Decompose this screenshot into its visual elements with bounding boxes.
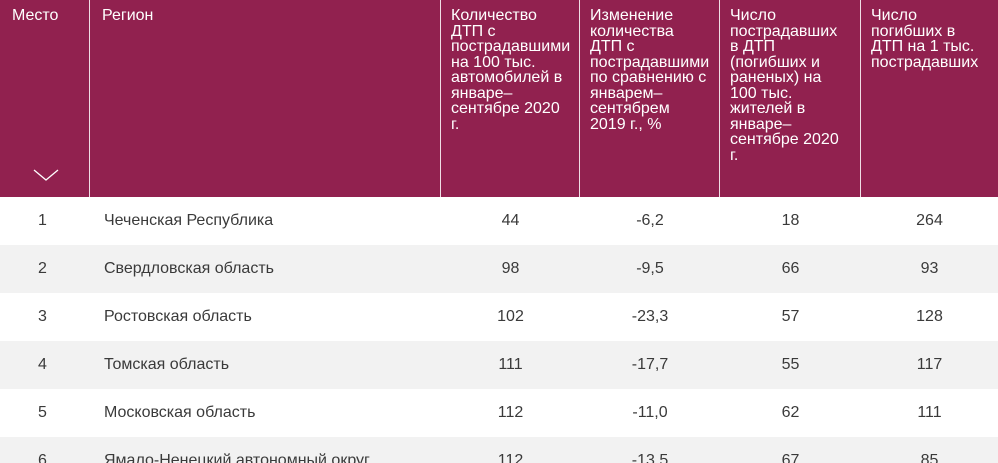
change-cell: -23,3 — [631, 308, 669, 325]
header-region[interactable]: Регион — [90, 0, 441, 197]
change-cell: -6,2 — [636, 212, 664, 229]
victims-cell: 62 — [781, 404, 800, 421]
rank-cell: 4 — [38, 356, 47, 373]
header-change-label: Изменение количества ДТП с пострадавшими… — [590, 7, 710, 133]
deaths-cell: 264 — [916, 212, 943, 229]
deaths-cell: 117 — [916, 356, 943, 373]
accidents-cell: 112 — [497, 404, 524, 421]
change-cell: -13,5 — [631, 452, 669, 463]
deaths-cell: 93 — [920, 260, 939, 277]
chevron-down-icon[interactable] — [33, 168, 59, 182]
header-deaths-label: Число погибших в ДТП на 1 тыс. пострадав… — [871, 7, 979, 71]
region-cell: Московская область — [104, 404, 256, 421]
table-row: 4 Томская область 111 -17,7 55 117 — [0, 341, 998, 389]
victims-cell: 66 — [781, 260, 800, 277]
victims-cell: 67 — [781, 452, 800, 463]
change-cell: -17,7 — [631, 356, 669, 373]
region-cell: Ростовская область — [104, 308, 252, 325]
deaths-cell: 128 — [916, 308, 943, 325]
accidents-cell: 102 — [497, 308, 524, 325]
header-accidents[interactable]: Количество ДТП с пострадавшими на 100 ты… — [441, 0, 580, 197]
header-victims-label: Число пострадавших в ДТП (погибших и ран… — [730, 7, 839, 164]
accidents-cell: 111 — [498, 356, 523, 373]
victims-cell: 55 — [781, 356, 800, 373]
rank-cell: 6 — [38, 452, 47, 463]
header-rank-label: Место — [12, 7, 59, 24]
table-header: Место Регион Количество ДТП с пострадавш… — [0, 0, 998, 197]
rank-cell: 2 — [38, 260, 47, 277]
header-rank[interactable]: Место — [0, 0, 90, 197]
victims-cell: 18 — [781, 212, 800, 229]
table-row: 2 Свердловская область 98 -9,5 66 93 — [0, 245, 998, 293]
region-cell: Томская область — [104, 356, 230, 373]
region-cell: Ямало-Ненецкий автономный округ — [104, 452, 370, 463]
rank-cell: 3 — [38, 308, 47, 325]
header-change[interactable]: Изменение количества ДТП с пострадавшими… — [580, 0, 720, 197]
deaths-cell: 85 — [920, 452, 939, 463]
accidents-cell: 44 — [501, 212, 520, 229]
region-cell: Свердловская область — [104, 260, 274, 277]
accidents-cell: 112 — [497, 452, 524, 463]
table-row: 5 Московская область 112 -11,0 62 111 — [0, 389, 998, 437]
change-cell: -11,0 — [632, 404, 668, 421]
rank-cell: 1 — [38, 212, 47, 229]
deaths-cell: 111 — [917, 404, 942, 421]
region-cell: Чеченская Республика — [104, 212, 274, 229]
change-cell: -9,5 — [636, 260, 664, 277]
victims-cell: 57 — [781, 308, 800, 325]
header-region-label: Регион — [102, 7, 154, 24]
table-row: 1 Чеченская Республика 44 -6,2 18 264 — [0, 197, 998, 245]
header-victims[interactable]: Число пострадавших в ДТП (погибших и ран… — [720, 0, 861, 197]
table-row: 6 Ямало-Ненецкий автономный округ 112 -1… — [0, 437, 998, 463]
header-accidents-label: Количество ДТП с пострадавшими на 100 ты… — [451, 7, 571, 133]
table-row: 3 Ростовская область 102 -23,3 57 128 — [0, 293, 998, 341]
rank-cell: 5 — [38, 404, 47, 421]
accidents-cell: 98 — [501, 260, 520, 277]
header-deaths[interactable]: Число погибших в ДТП на 1 тыс. пострадав… — [861, 0, 998, 197]
